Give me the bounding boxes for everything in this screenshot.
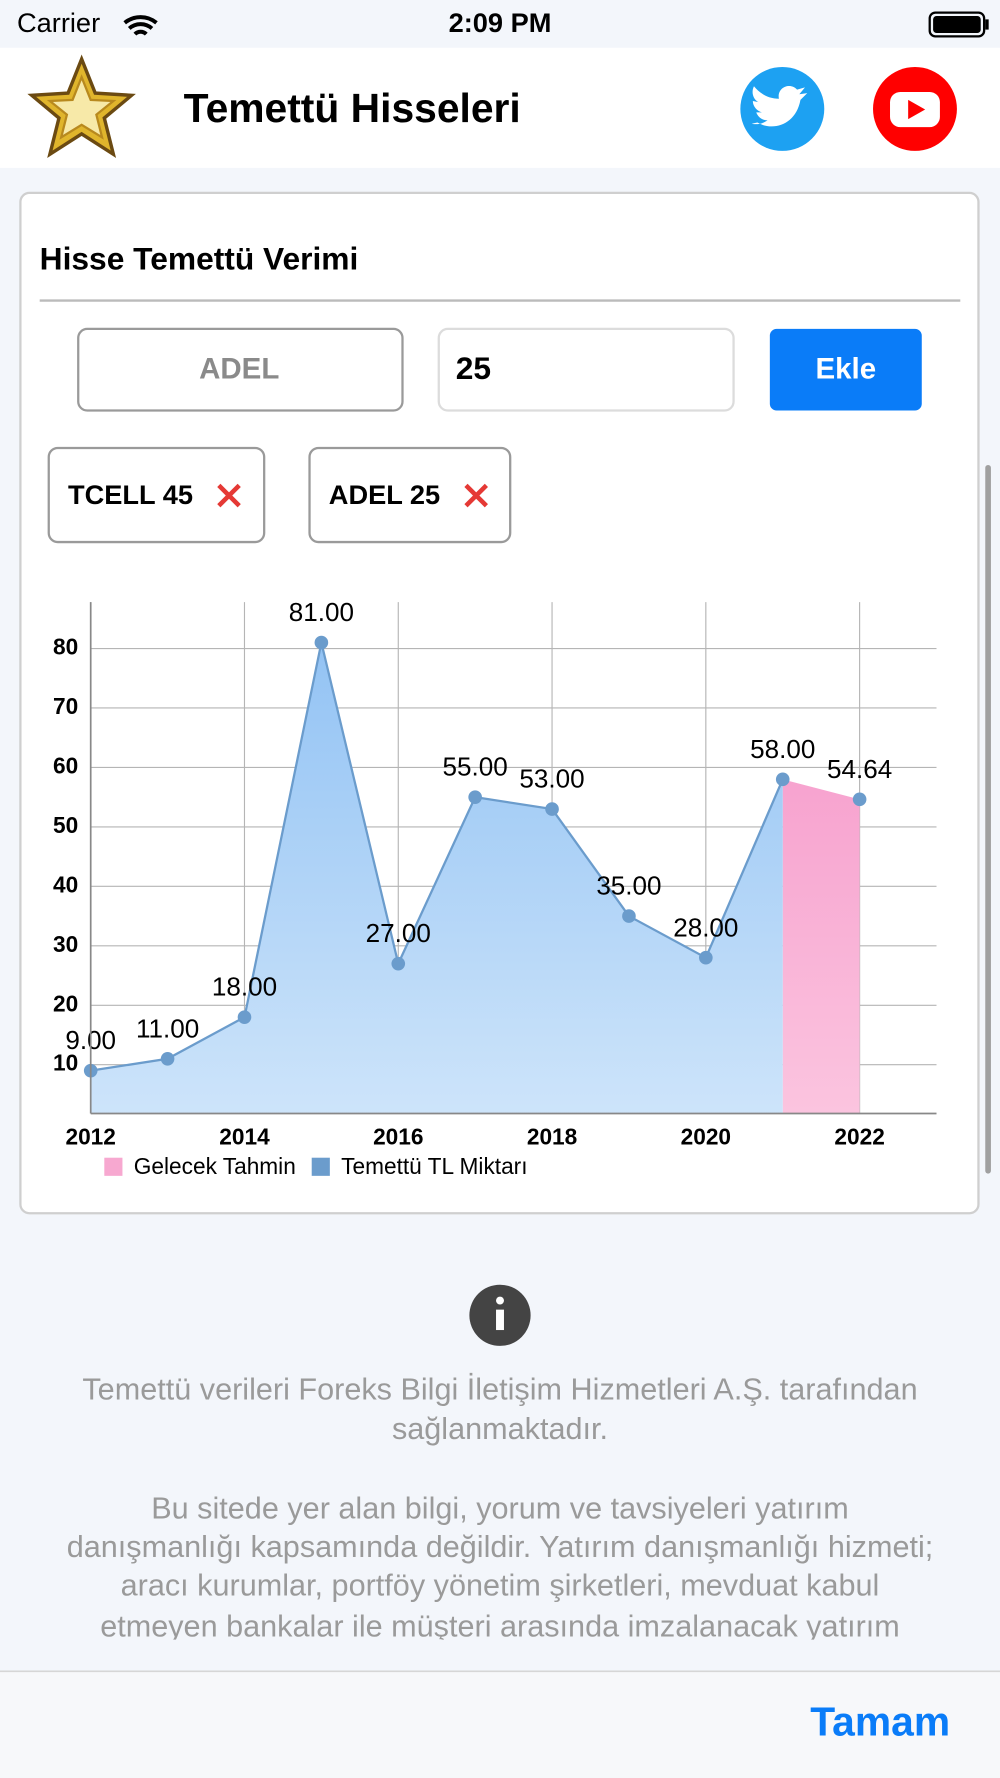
point bbox=[468, 790, 482, 804]
info-icon bbox=[469, 1284, 531, 1346]
done-button[interactable]: Tamam bbox=[810, 1698, 950, 1744]
line bbox=[90, 642, 784, 1072]
paragraph-line: aracı kurumlar, portföy yönetim şirketle… bbox=[121, 1569, 880, 1603]
legend-swatch bbox=[311, 1157, 330, 1176]
point bbox=[314, 635, 329, 650]
chip[interactable]: ADEL 25 bbox=[308, 446, 512, 544]
app-logo bbox=[27, 54, 136, 159]
point bbox=[545, 802, 559, 816]
legend-label: Gelecek Tahmin bbox=[134, 1153, 296, 1179]
y-tick-label: 10 bbox=[53, 1050, 78, 1076]
carrier: Carrier bbox=[17, 7, 100, 38]
remove-icon[interactable] bbox=[217, 483, 241, 508]
header bbox=[0, 47, 1000, 168]
paragraph-line: sağlanmaktadır. bbox=[392, 1412, 608, 1446]
stock-input-text: ADEL bbox=[199, 353, 279, 386]
point bbox=[699, 950, 713, 965]
add-button[interactable]: Ekle bbox=[769, 328, 922, 411]
forecast-area bbox=[782, 779, 860, 1114]
footer bbox=[0, 1671, 1000, 1778]
y-tick-label: 50 bbox=[53, 812, 78, 838]
data-label: 54.64 bbox=[827, 754, 892, 784]
paragraph-line: Temettü verileri Foreks Bilgi İletişim H… bbox=[82, 1371, 917, 1406]
chip-label: ADEL 25 bbox=[329, 479, 440, 510]
data-label: 11.00 bbox=[136, 1013, 199, 1043]
x-tick-label: 2022 bbox=[834, 1123, 884, 1149]
data-label: 81.00 bbox=[289, 597, 354, 627]
data-label: 58.00 bbox=[750, 734, 815, 764]
point bbox=[622, 909, 636, 923]
y-tick-label: 70 bbox=[53, 693, 78, 719]
add-button-label: Ekle bbox=[815, 353, 876, 386]
stock-input[interactable]: ADEL bbox=[77, 327, 404, 412]
y-tick-label: 60 bbox=[53, 752, 78, 778]
point bbox=[775, 772, 790, 787]
point bbox=[391, 956, 406, 971]
y-tick-label: 20 bbox=[53, 990, 78, 1016]
point bbox=[852, 792, 867, 807]
area bbox=[90, 642, 783, 1114]
clock: 2:09 PM bbox=[449, 7, 552, 38]
data-label: 35.00 bbox=[596, 871, 661, 901]
y-tick-label: 30 bbox=[53, 931, 78, 957]
wifi-icon bbox=[123, 15, 158, 36]
youtube-button[interactable] bbox=[873, 67, 957, 151]
amount-input-text: 25 bbox=[456, 350, 491, 386]
amount-input[interactable]: 25 bbox=[437, 327, 735, 412]
scrollbar bbox=[985, 464, 991, 1174]
data-label: 28.00 bbox=[673, 912, 738, 942]
paragraph-line: Bu sitede yer alan bilgi, yorum ve tavsi… bbox=[151, 1491, 849, 1525]
x-tick-label: 2020 bbox=[681, 1123, 731, 1149]
x-tick-label: 2012 bbox=[65, 1123, 115, 1149]
point bbox=[160, 1051, 175, 1066]
chip[interactable]: TCELL 45 bbox=[47, 446, 266, 544]
remove-icon[interactable] bbox=[464, 483, 488, 508]
data-label: 18.00 bbox=[212, 972, 277, 1002]
app-title: Temettü Hisseleri bbox=[184, 85, 521, 131]
paragraph-line: etmeyen bankalar ile müşteri arasında im… bbox=[100, 1609, 900, 1643]
paragraph-line: danışmanlığı kapsamında değildir. Yatırı… bbox=[67, 1530, 934, 1564]
y-tick-label: 40 bbox=[53, 871, 78, 897]
y-tick-label: 80 bbox=[53, 634, 78, 660]
chip-label: TCELL 45 bbox=[68, 479, 193, 510]
data-label: 27.00 bbox=[366, 918, 431, 948]
twitter-button[interactable] bbox=[740, 67, 825, 151]
point bbox=[237, 1010, 252, 1024]
card-title: Hisse Temettü Verimi bbox=[40, 240, 359, 276]
disclaimer: Temettü verileri Foreks Bilgi İletişim H… bbox=[67, 1371, 934, 1643]
legend-swatch bbox=[104, 1157, 123, 1176]
x-tick-label: 2018 bbox=[527, 1123, 577, 1149]
data-label: 55.00 bbox=[443, 752, 508, 782]
chart: 10 20 30 40 50 60 70 80 2012 2014 2016 2018 2020 2022… bbox=[53, 597, 937, 1179]
legend-label: Temettü TL Miktarı bbox=[341, 1153, 527, 1179]
x-tick-label: 2014 bbox=[219, 1123, 270, 1149]
data-label: 53.00 bbox=[519, 764, 584, 794]
x-tick-label: 2016 bbox=[373, 1123, 423, 1149]
battery-icon bbox=[928, 11, 989, 38]
